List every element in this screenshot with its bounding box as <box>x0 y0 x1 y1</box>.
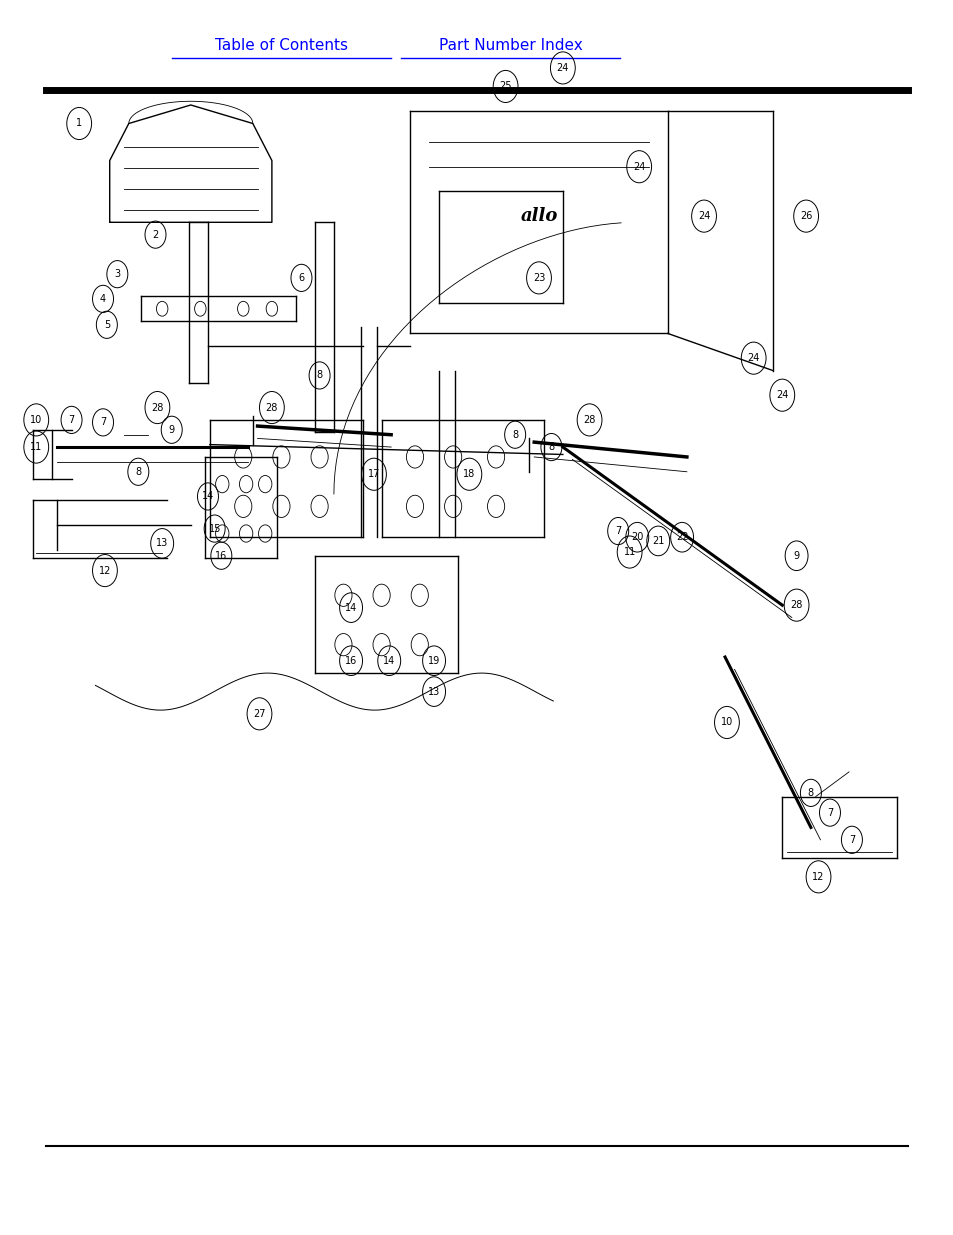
Text: 19: 19 <box>428 656 439 666</box>
Text: 26: 26 <box>800 211 811 221</box>
Text: 13: 13 <box>156 538 168 548</box>
Text: 10: 10 <box>720 718 732 727</box>
Text: 22: 22 <box>675 532 688 542</box>
Text: 9: 9 <box>169 425 174 435</box>
Text: 24: 24 <box>698 211 709 221</box>
Text: 10: 10 <box>30 415 42 425</box>
Text: 11: 11 <box>623 547 635 557</box>
Text: 14: 14 <box>345 603 356 613</box>
Text: 20: 20 <box>631 532 642 542</box>
Text: 17: 17 <box>368 469 379 479</box>
Text: 1: 1 <box>76 119 82 128</box>
Text: 7: 7 <box>100 417 106 427</box>
Text: 7: 7 <box>826 808 832 818</box>
Text: 5: 5 <box>104 320 110 330</box>
Text: 27: 27 <box>253 709 266 719</box>
Text: 4: 4 <box>100 294 106 304</box>
Text: 13: 13 <box>428 687 439 697</box>
Text: 8: 8 <box>135 467 141 477</box>
Text: 2: 2 <box>152 230 158 240</box>
Text: 28: 28 <box>790 600 801 610</box>
Text: 9: 9 <box>793 551 799 561</box>
Text: Table of Contents: Table of Contents <box>214 38 348 53</box>
Text: 25: 25 <box>498 82 512 91</box>
Text: 24: 24 <box>747 353 759 363</box>
Text: 14: 14 <box>383 656 395 666</box>
Text: 28: 28 <box>266 403 277 412</box>
Text: 16: 16 <box>345 656 356 666</box>
Text: 7: 7 <box>848 835 854 845</box>
Text: 14: 14 <box>202 492 213 501</box>
Text: 24: 24 <box>633 162 644 172</box>
Text: 6: 6 <box>298 273 304 283</box>
Text: 24: 24 <box>557 63 568 73</box>
Text: 15: 15 <box>209 524 220 534</box>
Text: 21: 21 <box>652 536 663 546</box>
Text: 3: 3 <box>114 269 120 279</box>
Text: 8: 8 <box>548 442 554 452</box>
Text: 12: 12 <box>812 872 823 882</box>
Text: 23: 23 <box>533 273 544 283</box>
Text: 7: 7 <box>69 415 74 425</box>
Text: 28: 28 <box>152 403 163 412</box>
Text: 7: 7 <box>615 526 620 536</box>
Text: 11: 11 <box>30 442 42 452</box>
Text: 28: 28 <box>583 415 595 425</box>
Text: allo: allo <box>519 207 558 225</box>
Text: 12: 12 <box>99 566 111 576</box>
Text: 8: 8 <box>807 788 813 798</box>
Text: Part Number Index: Part Number Index <box>438 38 581 53</box>
Text: 18: 18 <box>463 469 475 479</box>
Text: 16: 16 <box>215 551 227 561</box>
Text: 8: 8 <box>512 430 517 440</box>
Text: 24: 24 <box>776 390 787 400</box>
Text: 8: 8 <box>316 370 322 380</box>
